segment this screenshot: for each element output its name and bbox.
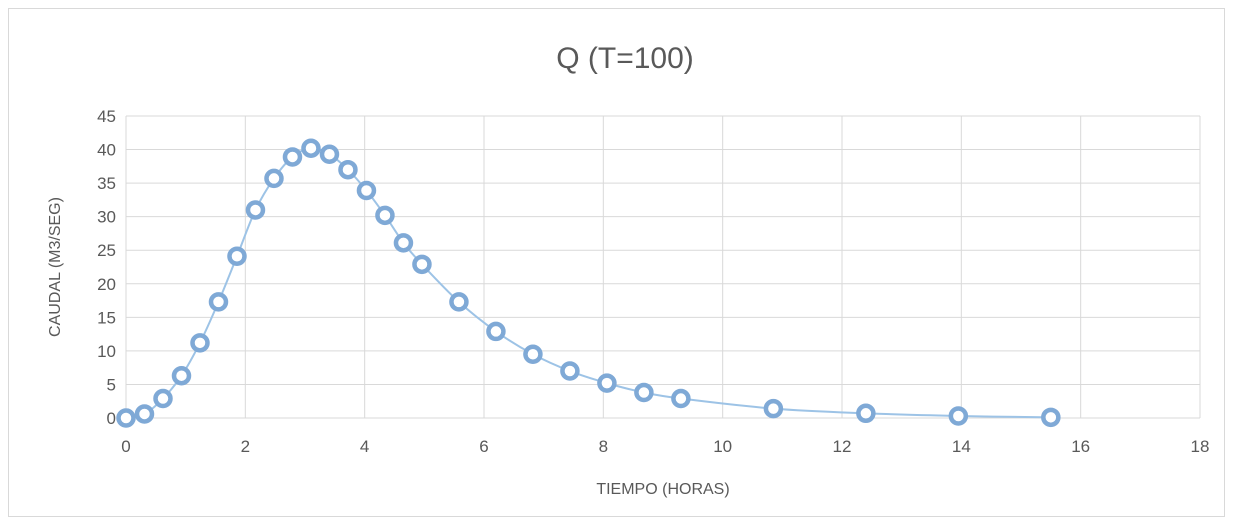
data-point [560,361,580,381]
chart-frame [8,8,1225,517]
data-point [282,147,303,167]
x-tick-label: 12 [833,437,852,456]
data-point [634,382,654,403]
y-tick-label: 30 [97,208,116,227]
y-tick-label: 45 [97,107,116,126]
x-tick-label: 4 [360,437,369,456]
y-axis-title: CAUDAL (M3/SEG) [47,197,64,337]
data-point [171,365,192,386]
data-point [523,344,543,364]
data-point [153,388,173,409]
data-point [301,138,321,158]
data-point [449,292,469,312]
data-point [597,373,617,393]
data-point [356,180,377,201]
data-point [856,403,876,424]
x-tick-label: 18 [1191,437,1210,456]
data-point [227,246,247,267]
data-point [116,408,136,428]
y-tick-label: 35 [97,174,116,193]
y-tick-label: 15 [97,308,116,327]
data-point [671,388,691,409]
data-point [319,144,340,165]
data-point [208,292,229,312]
x-tick-label: 14 [952,437,971,456]
y-tick-label: 25 [97,241,116,260]
data-point [375,205,395,226]
x-tick-label: 8 [599,437,608,456]
y-tick-label: 10 [97,342,116,361]
data-point [763,398,784,419]
y-tick-label: 5 [107,375,116,394]
data-point [338,159,358,180]
series-line [125,147,1051,419]
x-axis-title: TIEMPO (HORAS) [596,481,729,498]
x-tick-label: 10 [713,437,732,456]
y-tick-label: 40 [97,141,116,160]
x-tick-label: 16 [1071,437,1090,456]
data-point [190,333,210,353]
x-tick-label: 0 [121,437,130,456]
plot-area [116,138,1061,428]
data-point [486,321,506,342]
chart-title: Q (T=100) [556,42,694,75]
data-point [245,200,266,220]
tick-labels: 0 5 10 15 20 25 30 35 40 45 0 2 4 6 8 10 12 14 16 18 [97,107,1209,456]
data-point [948,406,969,426]
data-point [412,254,432,275]
data-point [134,404,155,424]
x-tick-label: 6 [479,437,488,456]
x-tick-label: 2 [241,437,250,456]
y-tick-label: 0 [107,409,116,428]
data-point [1041,407,1061,428]
y-tick-label: 20 [97,275,116,294]
data-point [264,168,284,189]
data-point [393,233,414,253]
